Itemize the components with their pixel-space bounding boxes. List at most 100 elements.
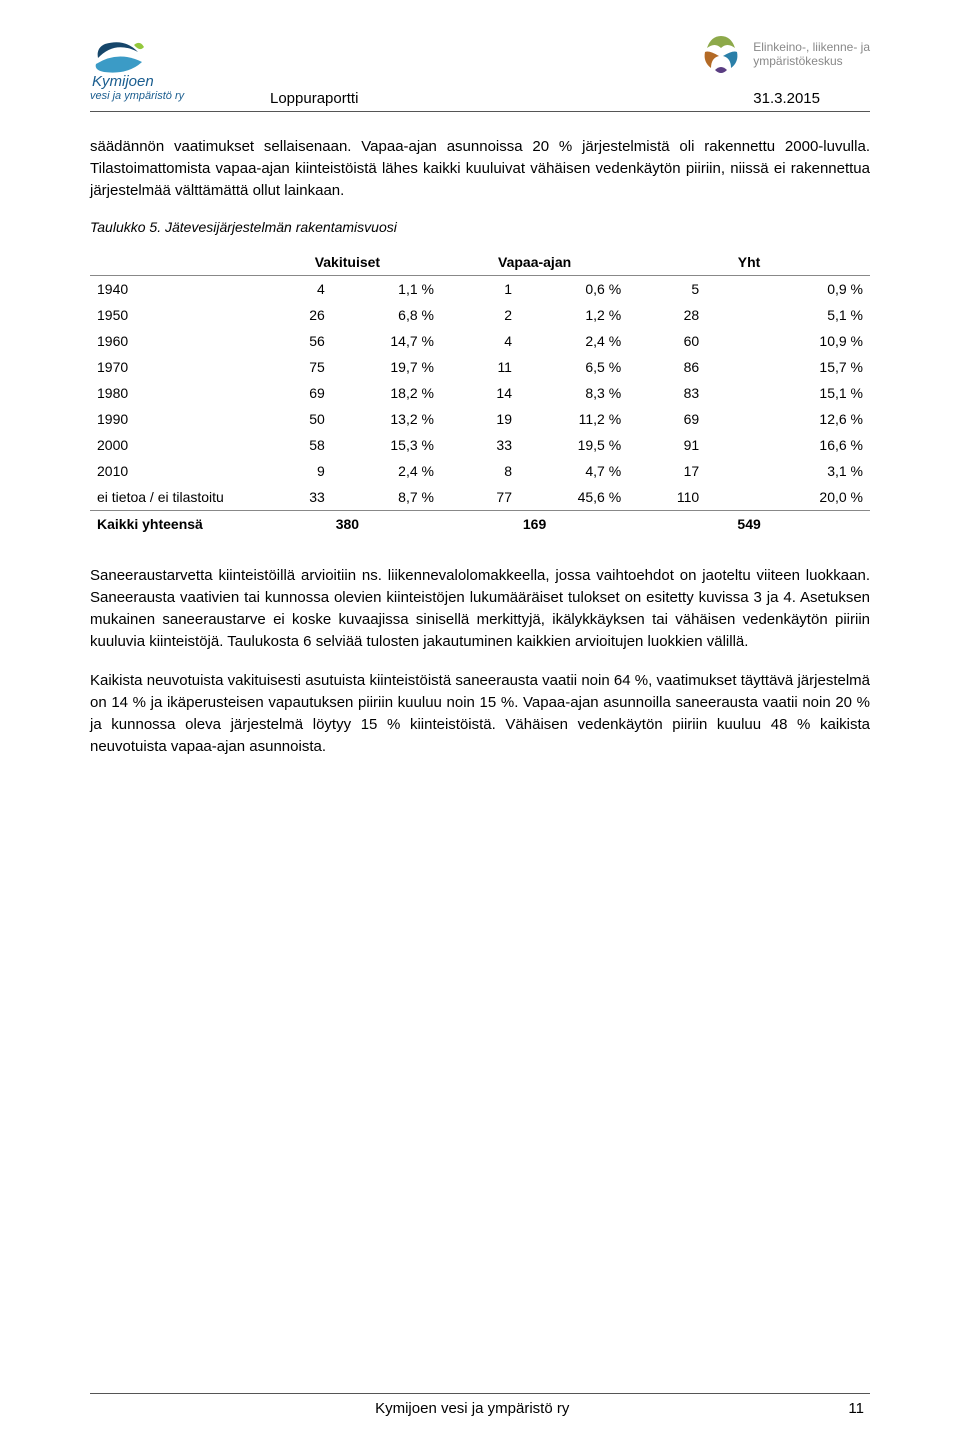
table-cell: 58 [254, 432, 332, 458]
table-cell: 28 [628, 302, 706, 328]
doc-date: 31.3.2015 [753, 90, 820, 107]
table-cell: 13,2 % [332, 406, 441, 432]
table-cell: 83 [628, 380, 706, 406]
table-cell: 14 [441, 380, 519, 406]
footer-page: 11 [848, 1400, 864, 1417]
paragraph-2: Saneeraustarvetta kiinteistöillä arvioit… [90, 565, 870, 652]
total-label: Kaikki yhteensä [90, 511, 254, 538]
table-cell: 110 [628, 484, 706, 511]
table-row: 201092,4 %84,7 %173,1 % [90, 458, 870, 484]
table-cell: 4 [441, 328, 519, 354]
table-cell: 18,2 % [332, 380, 441, 406]
table-cell: 0,9 % [706, 276, 870, 303]
total-cell: 380 [254, 511, 441, 538]
header-text-row: Loppuraportti 31.3.2015 [90, 90, 870, 107]
total-cell: 169 [441, 511, 628, 538]
table-caption: Taulukko 5. Jätevesijärjestelmän rakenta… [90, 219, 870, 235]
table-cell: 75 [254, 354, 332, 380]
table-cell: 14,7 % [332, 328, 441, 354]
ely-line2: ympäristökeskus [753, 54, 842, 68]
table-cell: 15,1 % [706, 380, 870, 406]
table-cell: 20,0 % [706, 484, 870, 511]
kymijoen-logo-icon: Kymijoen [90, 30, 200, 92]
page-footer: Kymijoen vesi ja ympäristö ry 11 [90, 1393, 870, 1417]
table-cell: 60 [628, 328, 706, 354]
table-cell: 1,1 % [332, 276, 441, 303]
row-label: 1950 [90, 302, 254, 328]
table-row: 19605614,7 %42,4 %6010,9 % [90, 328, 870, 354]
table-cell: 10,9 % [706, 328, 870, 354]
logo-kymijoen-sub: vesi ja ympäristö ry [90, 90, 184, 102]
table-row: 20005815,3 %3319,5 %9116,6 % [90, 432, 870, 458]
table-cell: 50 [254, 406, 332, 432]
table-cell: 19 [441, 406, 519, 432]
table-cell: 2,4 % [519, 328, 628, 354]
table-row: 194041,1 %10,6 %50,9 % [90, 276, 870, 303]
table-cell: 1 [441, 276, 519, 303]
table-cell: 19,5 % [519, 432, 628, 458]
table-cell: 33 [441, 432, 519, 458]
logo-ely: Elinkeino-, liikenne- ja ympäristökeskus [697, 30, 870, 78]
table-cell: 4 [254, 276, 332, 303]
logo-ely-text: Elinkeino-, liikenne- ja ympäristökeskus [753, 40, 870, 69]
table-row: 19806918,2 %148,3 %8315,1 % [90, 380, 870, 406]
table-row: 19707519,7 %116,5 %8615,7 % [90, 354, 870, 380]
table-cell: 77 [441, 484, 519, 511]
table-cell: 15,3 % [332, 432, 441, 458]
table-cell: 5 [628, 276, 706, 303]
footer-divider [90, 1393, 870, 1394]
table-cell: 9 [254, 458, 332, 484]
row-label: ei tietoa / ei tilastoitu [90, 484, 254, 511]
paragraph-3: Kaikista neuvotuista vakituisesti asutui… [90, 670, 870, 757]
table-cell: 19,7 % [332, 354, 441, 380]
table-cell: 8,7 % [332, 484, 441, 511]
row-label: 1960 [90, 328, 254, 354]
row-label: 1970 [90, 354, 254, 380]
total-cell: 549 [628, 511, 870, 538]
row-label: 1940 [90, 276, 254, 303]
table-cell: 17 [628, 458, 706, 484]
ely-logo-icon [697, 30, 745, 78]
row-label: 1990 [90, 406, 254, 432]
table-cell: 4,7 % [519, 458, 628, 484]
table-corner [90, 249, 254, 276]
col-group-3: Yht [628, 249, 870, 276]
table-cell: 12,6 % [706, 406, 870, 432]
table-row: 19905013,2 %1911,2 %6912,6 % [90, 406, 870, 432]
logo-kymijoen: Kymijoen vesi ja ympäristö ry [90, 30, 200, 102]
table-row: 1950266,8 %21,2 %285,1 % [90, 302, 870, 328]
col-group-1: Vakituiset [254, 249, 441, 276]
doc-title: Loppuraportti [270, 90, 358, 107]
table-cell: 69 [254, 380, 332, 406]
table-cell: 2 [441, 302, 519, 328]
table-cell: 8,3 % [519, 380, 628, 406]
paragraph-1: säädännön vaatimukset sellaisenaan. Vapa… [90, 136, 870, 201]
table-cell: 45,6 % [519, 484, 628, 511]
table-cell: 26 [254, 302, 332, 328]
table-cell: 0,6 % [519, 276, 628, 303]
header-divider [90, 111, 870, 112]
table-cell: 91 [628, 432, 706, 458]
row-label: 2010 [90, 458, 254, 484]
table-cell: 33 [254, 484, 332, 511]
table-row: ei tietoa / ei tilastoitu338,7 %7745,6 %… [90, 484, 870, 511]
footer-org: Kymijoen vesi ja ympäristö ry [375, 1400, 569, 1417]
table-cell: 16,6 % [706, 432, 870, 458]
svg-text:Kymijoen: Kymijoen [92, 73, 154, 90]
table-cell: 86 [628, 354, 706, 380]
table-cell: 8 [441, 458, 519, 484]
table-cell: 5,1 % [706, 302, 870, 328]
table-cell: 15,7 % [706, 354, 870, 380]
table-cell: 2,4 % [332, 458, 441, 484]
ely-line1: Elinkeino-, liikenne- ja [753, 40, 870, 54]
data-table: Vakituiset Vapaa-ajan Yht 194041,1 %10,6… [90, 249, 870, 537]
table-cell: 3,1 % [706, 458, 870, 484]
table-cell: 56 [254, 328, 332, 354]
row-label: 1980 [90, 380, 254, 406]
table-cell: 1,2 % [519, 302, 628, 328]
table-cell: 6,5 % [519, 354, 628, 380]
table-cell: 11 [441, 354, 519, 380]
table-cell: 11,2 % [519, 406, 628, 432]
table-cell: 6,8 % [332, 302, 441, 328]
table-cell: 69 [628, 406, 706, 432]
